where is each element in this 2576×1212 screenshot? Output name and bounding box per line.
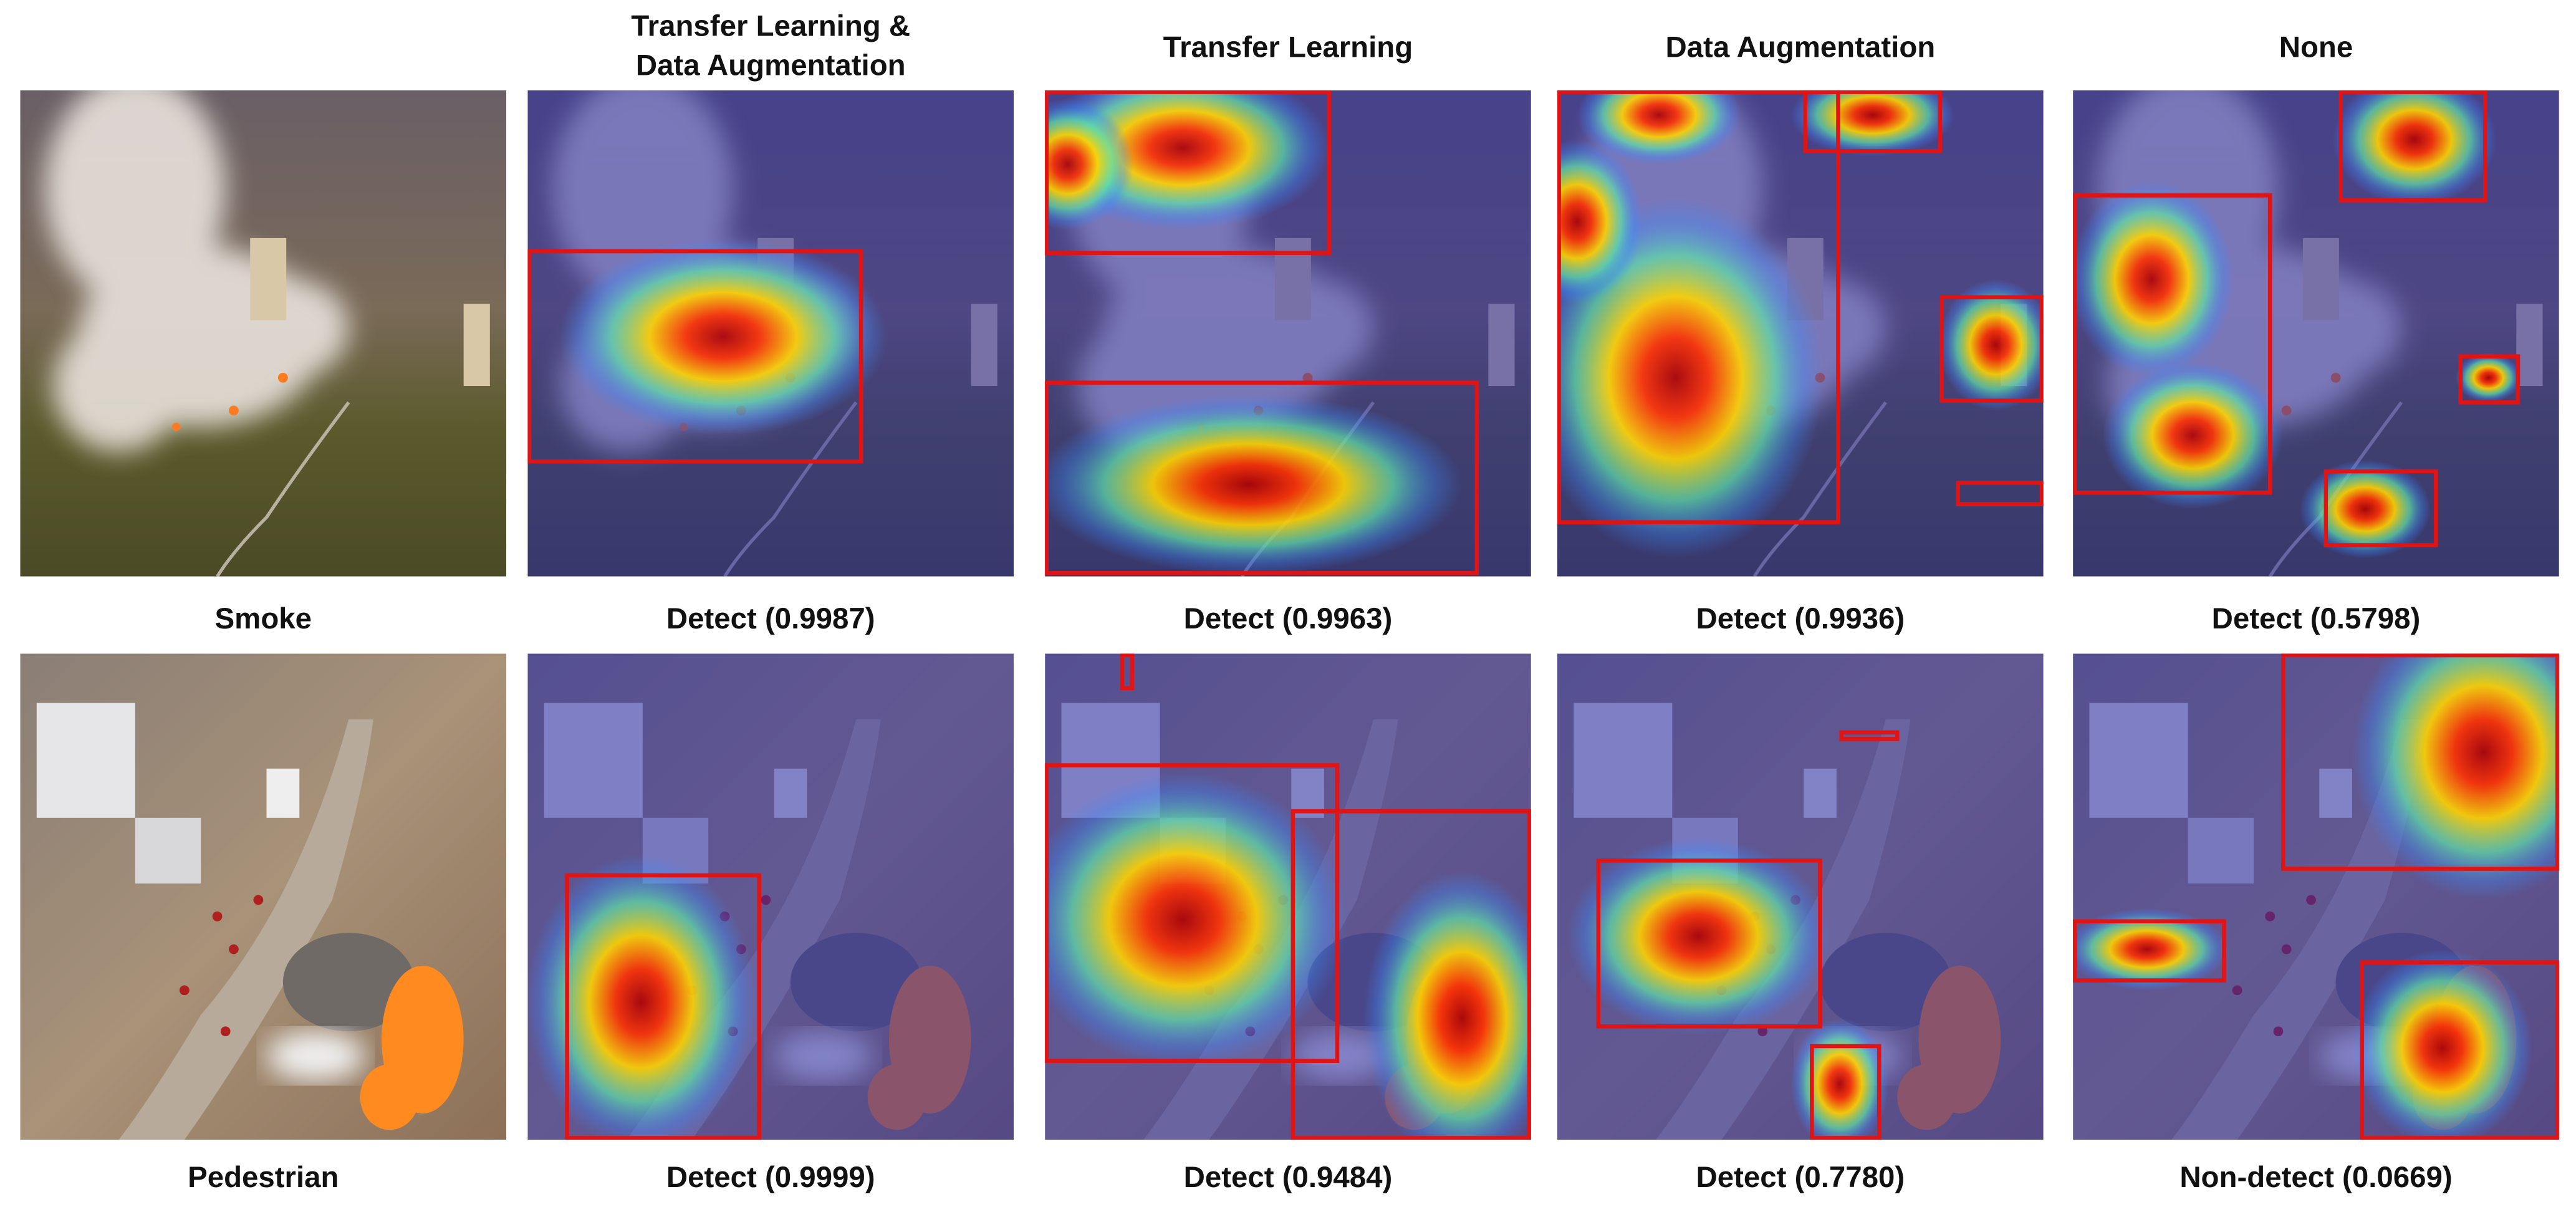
heatmap-image (527, 74, 1014, 577)
detection-result: Non-detect (0.0669) (2180, 1161, 2452, 1194)
detection-box (1045, 90, 1332, 255)
heatmap-image (1045, 90, 1531, 577)
detection-box (2324, 469, 2438, 547)
heatmap-image (1557, 653, 2044, 1140)
detection-box (1290, 809, 1531, 1140)
heat-blob (1938, 279, 2044, 411)
column-header: Transfer Learning (1163, 31, 1413, 64)
heat-blob (1045, 99, 1134, 230)
heat-blob (1045, 394, 1463, 575)
heat-blob (527, 854, 756, 1140)
heat-blob (2455, 353, 2522, 403)
detection-box (565, 873, 762, 1140)
heat-blob (1790, 1018, 1890, 1140)
heatmap-image (1045, 653, 1531, 1140)
heat-blob (559, 238, 888, 436)
heatmap-image (2073, 653, 2559, 1140)
heat-blob (1045, 772, 1347, 1068)
heat-blob (2332, 90, 2497, 206)
row-label: Pedestrian (188, 1161, 339, 1194)
detection-box (1120, 653, 1135, 690)
detection-result: Detect (0.9936) (1696, 602, 1905, 635)
heat-blob (1567, 837, 1830, 1035)
detection-box (1596, 858, 1822, 1029)
heatmap-image (527, 653, 1014, 1140)
column-header: None (2279, 31, 2353, 64)
detection-box (2073, 919, 2226, 983)
heat-blob (1557, 197, 1824, 559)
heat-blob (1363, 870, 1531, 1140)
detection-box (2073, 193, 2272, 495)
heat-blob (1790, 90, 1955, 156)
detection-box (1045, 763, 1340, 1063)
detection-box (2338, 90, 2487, 203)
heat-blob (1557, 139, 1643, 304)
photo (20, 653, 506, 1140)
detection-box (1956, 481, 2044, 506)
detection-result: Detect (0.5798) (2212, 602, 2421, 635)
detection-box (1810, 1044, 1882, 1140)
column-header: Data Augmentation (1665, 31, 1935, 64)
heat-blob (2352, 653, 2559, 900)
detection-result: Detect (0.9484) (1184, 1161, 1393, 1194)
detection-result: Detect (0.7780) (1696, 1161, 1905, 1194)
heat-blob (2073, 908, 2229, 991)
heat-blob (2073, 180, 2234, 378)
original-image (20, 74, 506, 577)
detection-result: Detect (0.9987) (666, 602, 875, 635)
detection-box (2281, 653, 2559, 871)
detection-box (1557, 90, 1840, 524)
photo (20, 74, 506, 577)
heat-blob (2299, 459, 2431, 559)
detection-box (2360, 960, 2559, 1140)
heat-blob (1577, 90, 1741, 165)
detection-box (2458, 354, 2521, 405)
column-header: Data Augmentation (636, 49, 906, 82)
heat-blob (2102, 361, 2284, 509)
detection-box (1839, 730, 1900, 741)
heatmap-image (2073, 90, 2559, 577)
original-image (20, 653, 506, 1140)
detection-box (527, 249, 863, 464)
detection-box (1803, 90, 1943, 153)
detection-result: Detect (0.9963) (1184, 602, 1393, 635)
heatmap-image (1557, 90, 2044, 577)
detection-box (1045, 380, 1479, 575)
detection-box (1939, 295, 2044, 403)
row-label: Smoke (215, 602, 312, 635)
detection-result: Detect (0.9999) (666, 1161, 875, 1194)
heat-blob (2352, 949, 2533, 1140)
column-header: Transfer Learning & (631, 9, 910, 42)
